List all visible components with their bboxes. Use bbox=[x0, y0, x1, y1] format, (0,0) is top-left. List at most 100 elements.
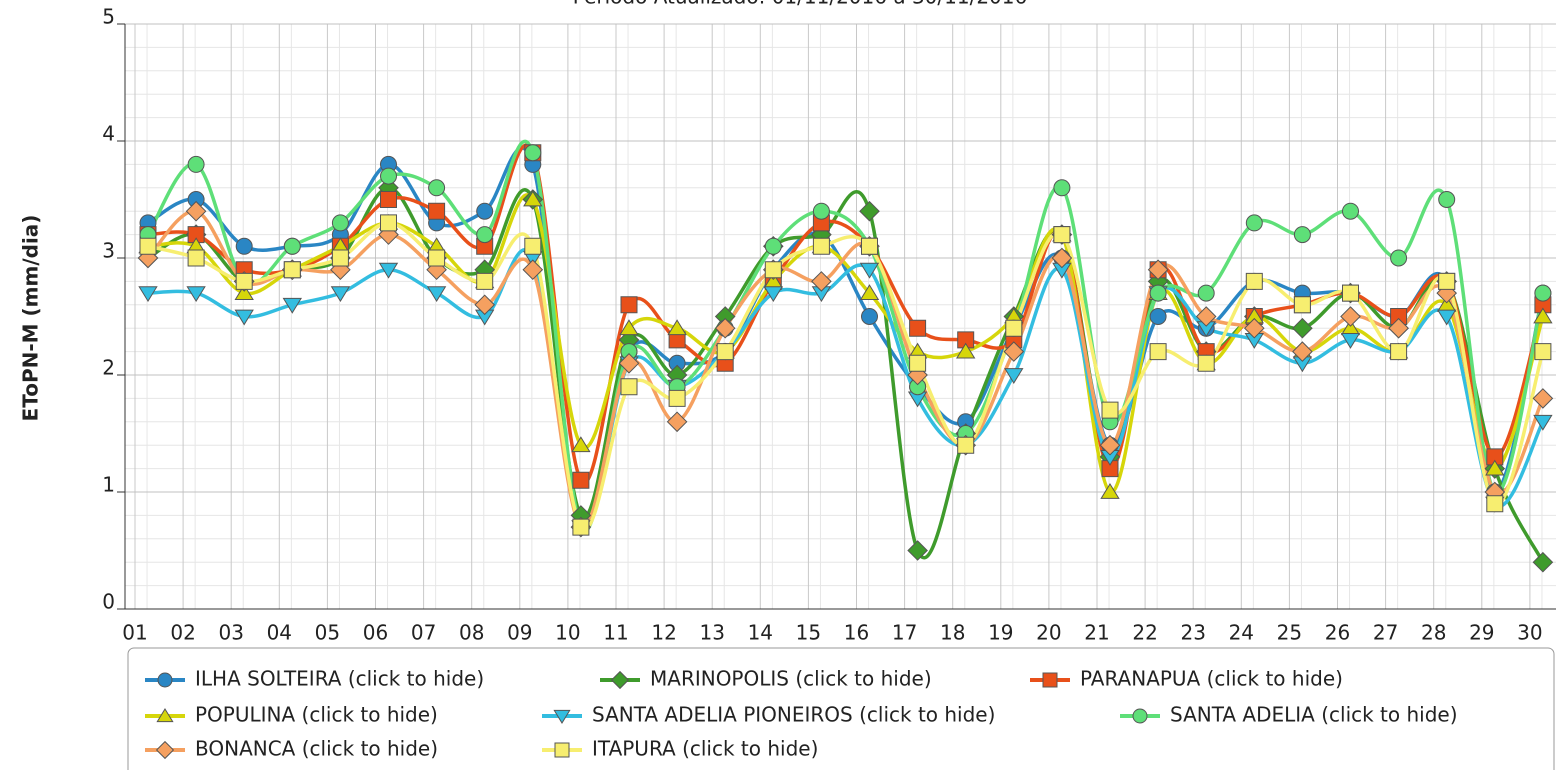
x-tick-label: 09 bbox=[507, 621, 532, 645]
y-tick-label: 0 bbox=[102, 590, 115, 614]
data-point bbox=[1149, 343, 1167, 361]
legend-marker bbox=[610, 670, 630, 690]
data-point bbox=[1004, 368, 1024, 384]
data-point bbox=[283, 261, 301, 279]
data-point bbox=[234, 284, 254, 300]
data-point bbox=[1197, 284, 1215, 302]
data-point bbox=[185, 200, 207, 222]
legend-item[interactable]: POPULINA (click to hide) bbox=[145, 703, 438, 727]
data-point bbox=[1533, 307, 1553, 324]
data-point bbox=[476, 226, 494, 244]
x-tick-label: 18 bbox=[940, 621, 965, 645]
x-tick-label: 10 bbox=[555, 621, 580, 645]
data-point bbox=[618, 352, 640, 374]
x-tick-label: 11 bbox=[603, 621, 628, 645]
data-point bbox=[380, 167, 397, 185]
data-point bbox=[909, 319, 927, 337]
legend-item[interactable]: SANTA ADELIA (click to hide) bbox=[1120, 703, 1458, 727]
data-point bbox=[956, 342, 976, 359]
legend-marker bbox=[554, 742, 570, 758]
chart-subtitle: Período Atualizado: 01/11/2016 a 30/11/2… bbox=[573, 0, 1027, 9]
legend-item[interactable]: MARINOPOLIS (click to hide) bbox=[600, 667, 932, 691]
data-point bbox=[1243, 317, 1265, 339]
data-point bbox=[812, 237, 830, 255]
data-point bbox=[1438, 272, 1456, 290]
data-point bbox=[763, 286, 783, 303]
legend-marker bbox=[156, 708, 174, 723]
data-point bbox=[1486, 495, 1504, 513]
data-point bbox=[187, 249, 205, 267]
data-point bbox=[187, 226, 205, 244]
data-point bbox=[1195, 306, 1217, 327]
data-point bbox=[957, 436, 975, 454]
legend-label: BONANCA (click to hide) bbox=[195, 737, 438, 761]
data-point bbox=[1340, 333, 1361, 349]
data-point bbox=[476, 272, 494, 290]
y-axis-label: EToPN-M (mm/dia) bbox=[19, 215, 43, 422]
y-tick-label: 3 bbox=[102, 239, 115, 263]
data-point bbox=[1292, 341, 1313, 362]
legend-item[interactable]: ITAPURA (click to hide) bbox=[542, 737, 818, 761]
data-point bbox=[1534, 343, 1552, 361]
data-point bbox=[1532, 551, 1554, 573]
data-point bbox=[378, 262, 399, 279]
data-point bbox=[1293, 296, 1311, 314]
x-tick-label: 17 bbox=[892, 621, 917, 645]
x-tick-label: 12 bbox=[651, 621, 676, 645]
data-point bbox=[138, 286, 158, 303]
data-point bbox=[667, 319, 687, 336]
data-point bbox=[186, 286, 206, 303]
data-point bbox=[380, 191, 397, 208]
x-tick-label: 29 bbox=[1469, 621, 1494, 645]
data-point bbox=[1486, 448, 1504, 466]
data-point bbox=[426, 286, 447, 303]
data-point bbox=[1245, 214, 1263, 232]
data-point bbox=[331, 214, 349, 232]
data-point bbox=[859, 262, 880, 279]
data-point bbox=[764, 261, 782, 279]
data-point bbox=[861, 237, 878, 255]
data-point bbox=[811, 271, 832, 292]
data-point bbox=[283, 237, 301, 255]
data-point bbox=[1534, 284, 1552, 302]
legend-item[interactable]: BONANCA (click to hide) bbox=[145, 737, 438, 761]
x-tick-label: 02 bbox=[170, 621, 195, 645]
data-point bbox=[235, 272, 253, 290]
legend-item[interactable]: PARANAPUA (click to hide) bbox=[1030, 667, 1343, 691]
legend-label: MARINOPOLIS (click to hide) bbox=[650, 667, 932, 691]
x-tick-label: 25 bbox=[1277, 621, 1302, 645]
x-tick-label: 28 bbox=[1421, 621, 1446, 645]
data-point bbox=[235, 237, 253, 255]
y-tick-label: 2 bbox=[102, 356, 115, 380]
data-point bbox=[714, 317, 736, 339]
x-tick-label: 30 bbox=[1517, 621, 1542, 645]
data-point bbox=[282, 297, 302, 314]
data-point bbox=[909, 354, 927, 372]
data-point bbox=[1340, 306, 1361, 327]
data-point bbox=[380, 214, 397, 232]
data-point bbox=[524, 144, 542, 162]
data-point bbox=[1101, 401, 1119, 419]
data-point bbox=[1390, 343, 1408, 361]
legend-label: PARANAPUA (click to hide) bbox=[1080, 667, 1343, 691]
y-tick-label: 1 bbox=[102, 473, 115, 497]
data-point bbox=[1197, 354, 1215, 372]
data-point bbox=[428, 202, 446, 220]
data-point bbox=[428, 179, 446, 197]
data-point bbox=[1292, 317, 1313, 339]
legend-item[interactable]: ILHA SOLTEIRA (click to hide) bbox=[145, 667, 484, 691]
data-point bbox=[524, 237, 542, 255]
data-point bbox=[1149, 308, 1167, 325]
data-point bbox=[331, 249, 349, 267]
legend-marker bbox=[553, 709, 571, 724]
data-point bbox=[1147, 259, 1169, 281]
data-point bbox=[1437, 309, 1457, 326]
series-line bbox=[147, 193, 1545, 494]
x-tick-label: 15 bbox=[796, 621, 821, 645]
x-tick-label: 03 bbox=[218, 621, 243, 645]
data-point bbox=[859, 200, 880, 222]
data-point bbox=[907, 540, 928, 561]
data-point bbox=[716, 343, 734, 361]
data-point bbox=[1485, 459, 1505, 476]
legend-item[interactable]: SANTA ADELIA PIONEIROS (click to hide) bbox=[542, 703, 995, 727]
